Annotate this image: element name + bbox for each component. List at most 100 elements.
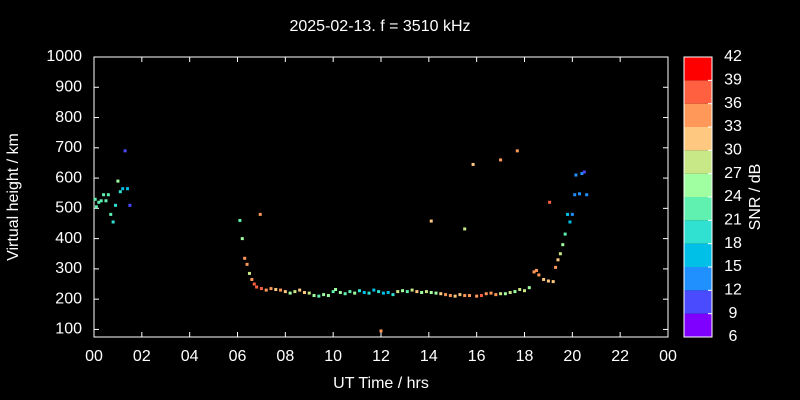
colorbar-tick-label: 33 (724, 118, 742, 135)
data-point (518, 287, 522, 291)
data-point (353, 291, 357, 295)
data-point (448, 294, 452, 298)
data-point (104, 199, 108, 203)
data-point (111, 220, 115, 224)
colorbar-band (684, 57, 712, 81)
y-tick-label: 800 (55, 109, 82, 126)
data-point (331, 290, 335, 294)
colorbar-tick-label: 12 (724, 282, 742, 299)
colorbar-tick-label: 9 (729, 305, 738, 322)
data-point (548, 200, 552, 204)
x-tick-label: 00 (659, 348, 677, 365)
y-tick-label: 700 (55, 139, 82, 156)
data-point (570, 212, 574, 216)
data-point (568, 220, 572, 224)
x-tick-label: 04 (181, 348, 199, 365)
colorbar-band (684, 267, 712, 291)
data-point (381, 291, 385, 295)
data-point (523, 289, 526, 293)
data-point (463, 294, 467, 298)
data-point (554, 265, 558, 269)
data-point (582, 170, 586, 174)
data-point (532, 270, 536, 274)
data-point (317, 294, 321, 298)
colorbar-band (684, 103, 712, 127)
data-point (391, 293, 395, 297)
data-point (379, 329, 383, 333)
data-point (307, 291, 311, 295)
data-point (377, 290, 381, 294)
data-point (551, 280, 555, 284)
data-point (585, 193, 589, 197)
data-point (494, 293, 498, 297)
data-point (429, 291, 433, 295)
data-point (561, 243, 565, 247)
data-point (357, 289, 361, 293)
colorbar-band (684, 197, 712, 221)
data-point (238, 218, 242, 222)
data-point (489, 291, 493, 295)
data-point (293, 290, 297, 294)
y-tick-label: 500 (55, 200, 82, 217)
data-point (578, 192, 582, 196)
y-tick-label: 600 (55, 169, 82, 186)
data-point (348, 290, 352, 294)
x-tick-label: 00 (85, 348, 103, 365)
data-point (255, 285, 259, 289)
data-point (537, 273, 541, 277)
data-point (542, 277, 546, 281)
colorbar-tick-label: 27 (724, 165, 742, 182)
data-point (574, 173, 578, 177)
data-point (499, 158, 503, 162)
colorbar-tick-label: 15 (724, 258, 742, 275)
data-point (405, 290, 409, 294)
data-point (396, 290, 400, 294)
y-axis-label: Virtual height / km (5, 133, 22, 261)
y-tick-label: 100 (55, 321, 82, 338)
x-tick-label: 20 (563, 348, 581, 365)
data-point (463, 227, 467, 231)
y-tick-label: 300 (55, 260, 82, 277)
data-point (97, 200, 101, 204)
x-tick-label: 22 (611, 348, 629, 365)
data-point (259, 287, 263, 291)
x-tick-label: 16 (468, 348, 486, 365)
data-point (338, 291, 342, 295)
data-point (429, 219, 433, 223)
colorbar-tick-label: 39 (724, 72, 742, 89)
data-point (123, 149, 127, 153)
data-point (566, 212, 570, 216)
data-point (334, 287, 338, 291)
data-point (99, 199, 103, 203)
data-point (434, 291, 438, 295)
chart-title: 2025-02-13. f = 3510 kHz (289, 18, 470, 35)
data-point (479, 294, 483, 298)
data-point (558, 252, 562, 256)
data-point (410, 288, 414, 292)
data-point (247, 271, 251, 275)
data-point (513, 290, 517, 294)
data-point (252, 282, 256, 286)
data-point (298, 288, 302, 292)
colorbar-tick-label: 30 (724, 142, 742, 159)
data-point (515, 149, 519, 153)
colorbar-tick-label: 36 (724, 95, 742, 112)
data-point (439, 292, 443, 296)
data-point (121, 187, 125, 191)
data-point (279, 288, 283, 292)
data-point (106, 193, 110, 197)
colorbar-band (684, 80, 712, 104)
data-point (444, 293, 448, 297)
y-tick-label: 400 (55, 230, 82, 247)
data-point (503, 292, 507, 296)
x-tick-label: 06 (229, 348, 247, 365)
colorbar-tick-label: 21 (724, 212, 742, 229)
data-point (484, 292, 488, 296)
data-point (401, 289, 405, 293)
y-tick-label: 1000 (46, 48, 82, 65)
data-point (258, 212, 262, 216)
data-point (546, 279, 550, 283)
data-point (102, 193, 106, 197)
